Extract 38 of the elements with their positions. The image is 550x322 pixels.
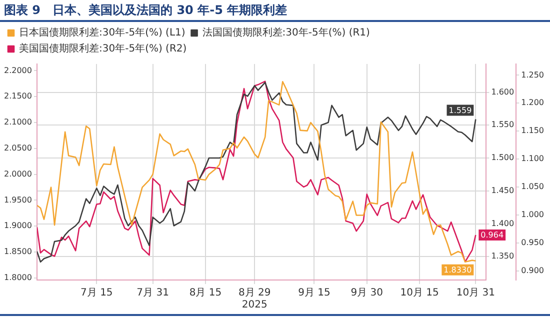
y-tick-label: 1.9500 (4, 195, 32, 204)
y-tick-label: 2.1000 (4, 118, 32, 127)
legend-label: 法国国债期限利差:30年-5年(%) (R1) (202, 26, 370, 39)
y-tick-label: 2.0000 (4, 169, 32, 178)
data-label: 0.964 (480, 230, 504, 240)
y2-tick-label: 1.500 (491, 153, 514, 162)
data-label: 1.8330 (444, 265, 472, 274)
y-tick-label: 1.8000 (4, 273, 32, 282)
y2-tick-label: 1.450 (491, 186, 514, 195)
x-tick-label: 10月 31 (456, 288, 495, 299)
y2-tick-label: 1.600 (491, 87, 514, 96)
y-tick-label: 2.0500 (4, 144, 32, 153)
chart-title: 图表 9 日本、美国以及法国的 30 年-5 年期限利差 (0, 0, 550, 22)
x-tick-label: 8月 29 2025 (238, 288, 271, 311)
x-tick-label: 7月 15 (80, 288, 113, 299)
y3-tick-label: 1.100 (521, 154, 544, 164)
x-tick-label: 9月 15 (298, 288, 330, 299)
y3-tick-label: 0.950 (521, 238, 544, 247)
y3-tick-label: 1.200 (521, 98, 544, 108)
y3-tick-label: 1.000 (521, 210, 544, 219)
y-tick-label: 1.9000 (4, 221, 32, 230)
y2-tick-label: 1.400 (491, 218, 514, 228)
y3-tick-label: 1.250 (521, 70, 544, 80)
y3-tick-label: 1.050 (521, 182, 544, 192)
x-tick-label: 7月 31 (136, 288, 169, 299)
y3-tick-label: 0.900 (521, 266, 544, 275)
y3-tick-label: 1.150 (521, 126, 544, 136)
x-tick-label: 9月 30 (350, 288, 384, 299)
y-tick-label: 2.2000 (4, 66, 32, 75)
legend-label: 美国国债期限利差:30年-5年(%) (R2) (19, 42, 187, 55)
x-tick-label: 8月 15 (189, 288, 222, 299)
x-tick-label: 10月 15 (400, 288, 439, 299)
y2-tick-label: 1.550 (491, 120, 514, 130)
legend-label: 日本国债期限利差:30年-5年(%) (L1) (19, 26, 186, 39)
y-tick-label: 1.8500 (4, 247, 32, 256)
y-tick-label: 2.1500 (4, 92, 32, 101)
data-label: 1.559 (448, 106, 472, 115)
y2-tick-label: 1.350 (491, 252, 514, 261)
